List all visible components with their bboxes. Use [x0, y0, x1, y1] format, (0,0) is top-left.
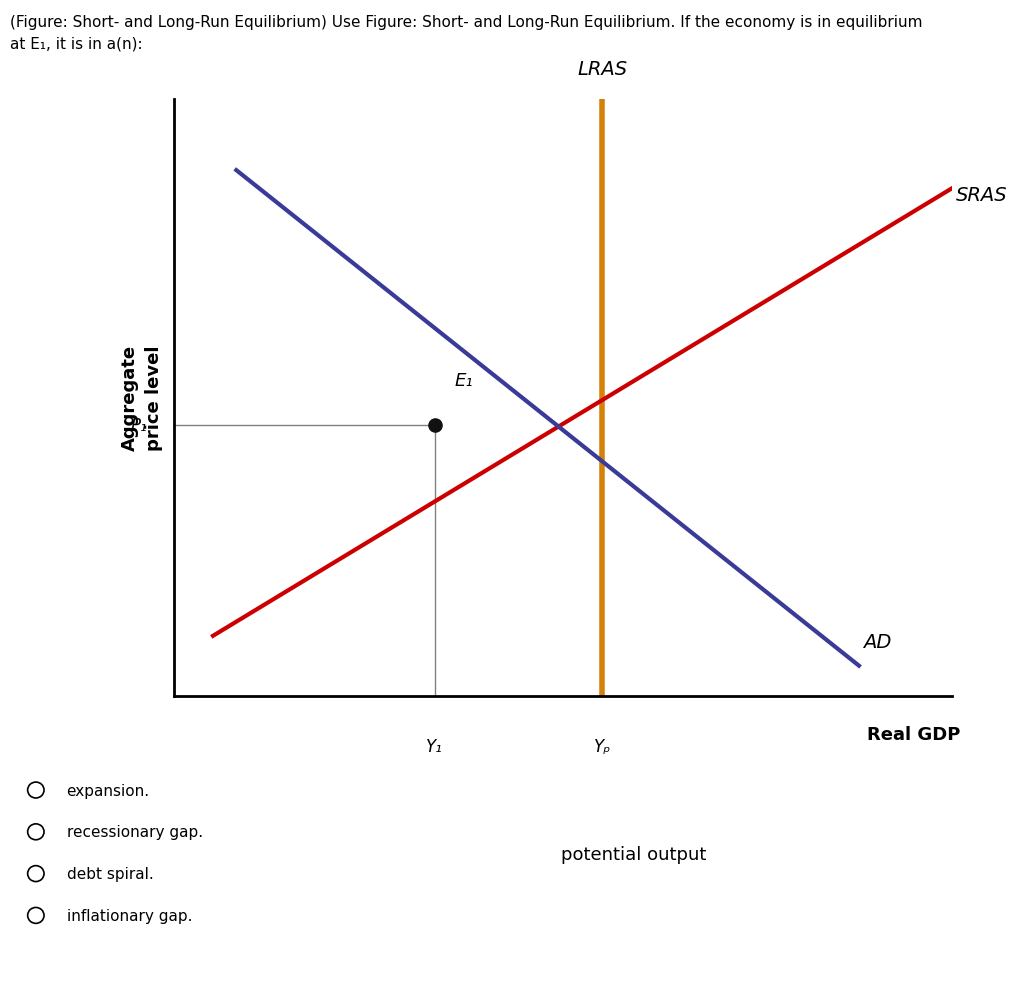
Text: P₁: P₁: [130, 416, 146, 434]
Text: expansion.: expansion.: [67, 782, 150, 798]
Point: [427, 417, 443, 433]
Text: Real GDP: Real GDP: [866, 726, 961, 744]
Text: Yₚ: Yₚ: [594, 738, 610, 755]
Text: inflationary gap.: inflationary gap.: [67, 908, 193, 923]
Text: AD: AD: [863, 632, 891, 652]
Text: SRAS: SRAS: [956, 185, 1008, 205]
Text: LRAS: LRAS: [578, 60, 627, 79]
Text: recessionary gap.: recessionary gap.: [67, 824, 203, 840]
Y-axis label: Aggregate
price level: Aggregate price level: [122, 345, 163, 450]
Text: at E₁, it is in a(n):: at E₁, it is in a(n):: [10, 37, 143, 52]
Text: E₁: E₁: [455, 372, 473, 390]
Text: (Figure: Short- and Long-Run Equilibrium) Use Figure: Short- and Long-Run Equili: (Figure: Short- and Long-Run Equilibrium…: [10, 15, 923, 30]
Text: potential output: potential output: [560, 845, 706, 863]
Text: Y₁: Y₁: [426, 738, 443, 755]
Text: debt spiral.: debt spiral.: [67, 866, 154, 882]
